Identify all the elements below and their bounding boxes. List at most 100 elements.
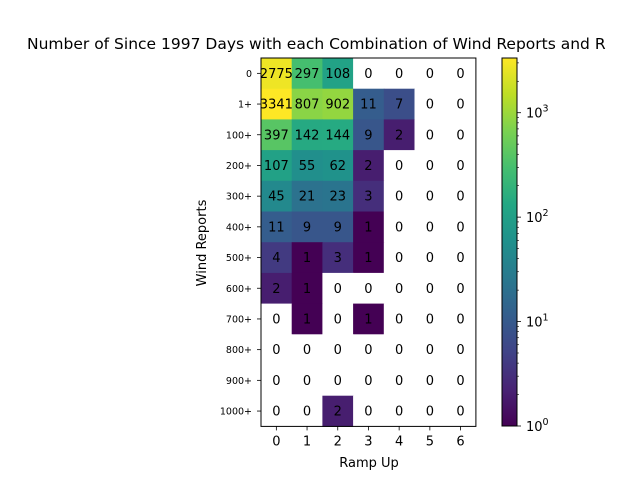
heatmap-cell [322, 88, 354, 120]
cell-value-label: 0 [426, 98, 434, 113]
heatmap-cell [445, 150, 477, 182]
y-tick-label: 700+ [226, 314, 252, 325]
heatmap-cell [291, 88, 323, 120]
colorbar-ticks: 100 101 102 103 [517, 62, 549, 435]
heatmap-cell [445, 180, 477, 212]
cell-value-label: 0 [364, 282, 372, 297]
cell-value-label: 0 [395, 67, 403, 82]
y-axis-ticks: 0 1+ 100+ 200+ 300+ 400+ 500+ 600+ 700+ 800+ 900+ 1… [220, 69, 261, 418]
cell-value-label: 0 [272, 405, 280, 420]
cell-value-label: 11 [268, 220, 285, 235]
y-axis-label: Wind Reports [195, 199, 210, 286]
heatmap-cell [322, 365, 354, 397]
heatmap-cell [445, 58, 477, 90]
cell-value-label: 0 [426, 128, 434, 143]
cell-value-label: 4 [272, 251, 280, 266]
cell-value-label: 0 [364, 343, 372, 358]
heatmap-cell [291, 303, 323, 335]
heatmap-cell [414, 150, 446, 182]
heatmap-cell [261, 119, 293, 151]
y-tick-label: 800+ [226, 345, 252, 356]
heatmap-cell [445, 119, 477, 151]
cell-value-label: 0 [364, 67, 372, 82]
cell-value-label: 21 [299, 190, 316, 205]
cell-value-label: 2 [364, 159, 372, 174]
cell-value-label: 1 [303, 312, 311, 327]
cell-value-label: 0 [456, 312, 464, 327]
y-tick-label: 900+ [226, 376, 252, 387]
heatmap-cell [261, 150, 293, 182]
heatmap-cell [353, 395, 385, 427]
cell-value-label: 397 [264, 128, 289, 143]
cell-value-label: 2775 [260, 67, 293, 82]
heatmap-cell [353, 119, 385, 151]
heatmap-cell [383, 365, 415, 397]
cell-value-label: 0 [456, 374, 464, 389]
cell-value-label: 0 [395, 159, 403, 174]
heatmap-cell [445, 211, 477, 243]
cell-value-label: 0 [303, 405, 311, 420]
cell-value-label: 0 [456, 251, 464, 266]
cell-value-label: 2 [272, 282, 280, 297]
heatmap-cell [414, 242, 446, 274]
cell-value-label: 0 [272, 312, 280, 327]
x-tick-label: 0 [272, 434, 280, 449]
heatmap-cell [414, 334, 446, 366]
heatmap-cell [353, 303, 385, 335]
heatmap-cell [322, 211, 354, 243]
heatmap-cell [383, 58, 415, 90]
cell-value-label: 0 [395, 251, 403, 266]
heatmap-cell [414, 365, 446, 397]
cell-value-label: 0 [364, 405, 372, 420]
heatmap-cell [291, 211, 323, 243]
heatmap-cell [353, 242, 385, 274]
colorbar-tick-label: 100 [526, 417, 549, 435]
cell-value-label: 0 [456, 128, 464, 143]
cell-value-label: 0 [395, 220, 403, 235]
cell-value-label: 1 [364, 220, 372, 235]
cell-value-label: 0 [272, 343, 280, 358]
heatmap-cell [322, 395, 354, 427]
y-tick-label: 300+ [226, 192, 252, 203]
heatmap-cell [322, 242, 354, 274]
cell-value-label: 0 [456, 405, 464, 420]
heatmap-cell [383, 88, 415, 120]
heatmap-cell [261, 88, 293, 120]
heatmap-cell [353, 150, 385, 182]
heatmap-cell [261, 58, 293, 90]
heatmap-cell [383, 395, 415, 427]
cell-value-label: 0 [395, 405, 403, 420]
heatmap-cell [353, 211, 385, 243]
heatmap-cell [291, 150, 323, 182]
heatmap-cell [322, 119, 354, 151]
heatmap-cell [261, 365, 293, 397]
cell-value-label: 0 [456, 98, 464, 113]
y-tick-label: 1000+ [220, 407, 252, 418]
cell-value-label: 0 [426, 67, 434, 82]
heatmap-cell [383, 334, 415, 366]
heatmap-cell [291, 272, 323, 305]
cell-value-label: 144 [325, 128, 350, 143]
heatmap-cell [291, 395, 323, 427]
cell-value-label: 902 [325, 98, 350, 113]
cell-value-label: 0 [426, 343, 434, 358]
heatmap-cells [261, 58, 477, 427]
x-tick-label: 1 [303, 434, 311, 449]
heatmap-cell [322, 334, 354, 366]
cell-value-label: 0 [334, 312, 342, 327]
chart-title: Number of Since 1997 Days with each Comb… [27, 35, 606, 53]
cell-value-label: 0 [334, 374, 342, 389]
y-tick-label: 0 [246, 69, 252, 80]
cell-value-label: 0 [456, 67, 464, 82]
heatmap-cell [261, 303, 293, 335]
y-tick-label: 500+ [226, 253, 252, 264]
cell-value-label: 0 [456, 159, 464, 174]
heatmap-cell [383, 242, 415, 274]
cell-value-label: 0 [303, 374, 311, 389]
heatmap-cell [414, 180, 446, 212]
cell-value-label: 2 [395, 128, 403, 143]
heatmap-cell [322, 150, 354, 182]
colorbar-tick-label: 102 [526, 208, 549, 226]
heatmap-cell [261, 180, 293, 212]
cell-value-label: 1 [364, 312, 372, 327]
